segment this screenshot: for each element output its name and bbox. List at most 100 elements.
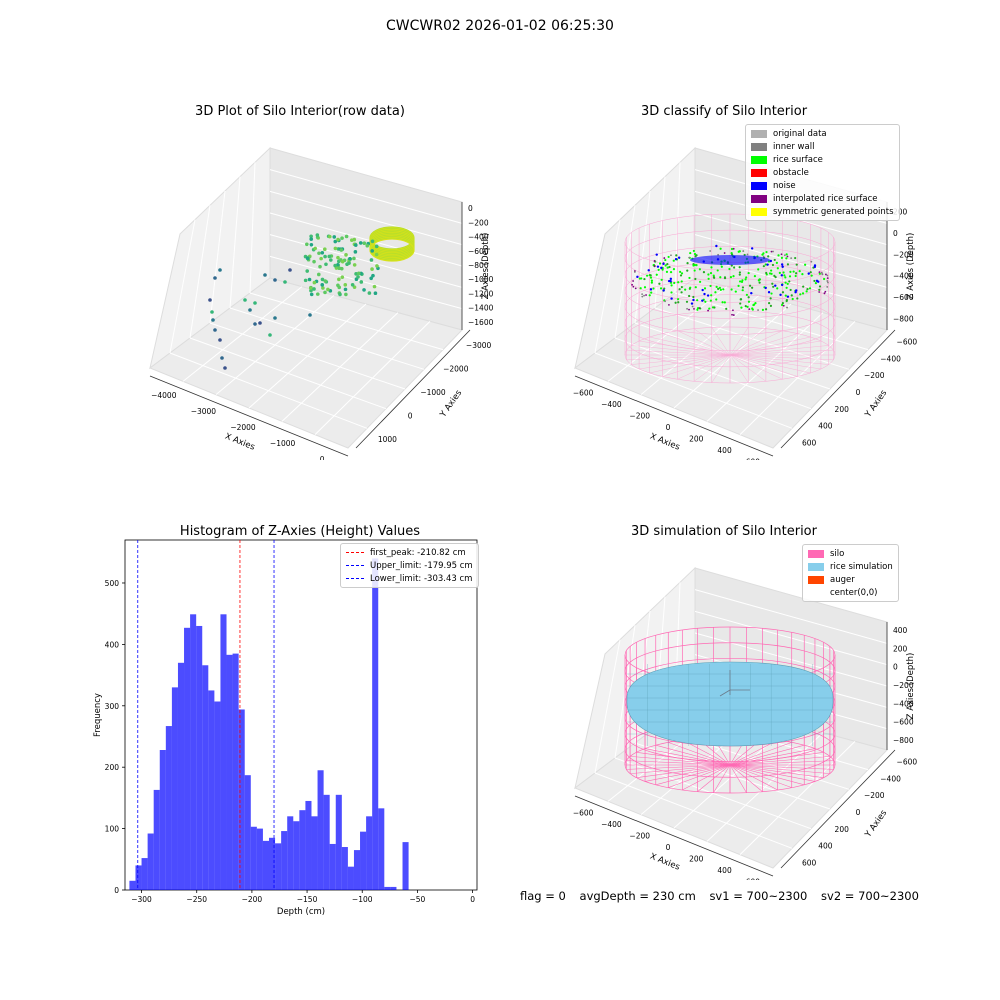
legend-swatch: [751, 194, 767, 203]
legend-swatch: [751, 142, 767, 151]
p4-z-tick: 200: [893, 644, 908, 653]
p4-x-tick: −200: [629, 832, 650, 841]
legend-swatch: [751, 129, 767, 138]
histogram-bar: [287, 816, 294, 890]
p1-x-tick: −1000: [270, 439, 296, 448]
histogram-legend: first_peak: -210.82 cm Upper_limit: -179.…: [340, 543, 479, 588]
p1-y-tick: 1000: [378, 435, 397, 444]
p2-y-tick: 200: [835, 405, 850, 414]
raw-data-3d-plot[interactable]: −4000−3000−2000−1000010000−1000−2000−300…: [130, 130, 500, 460]
histogram-bar: [402, 842, 409, 890]
histogram-bar: [244, 775, 251, 890]
p4-y-tick: −200: [864, 791, 885, 800]
x-tick-label: 0: [470, 895, 475, 904]
p1-z-tick: −1600: [468, 318, 494, 327]
p4-x-tick: 400: [717, 866, 732, 875]
histogram-bar: [238, 709, 245, 890]
histogram-bar: [159, 750, 166, 890]
p1-x-tick: −2000: [230, 423, 256, 432]
simulation-3d-plot[interactable]: −600−400−20002004006006004002000−200−400…: [555, 550, 925, 880]
p2-x-tick: −200: [629, 412, 650, 421]
histogram-bar: [329, 843, 336, 890]
histogram-bar: [390, 886, 397, 890]
legend-label: original data: [773, 128, 827, 139]
p2-z-tick: −600: [893, 293, 914, 302]
p2-z-tick: −200: [893, 250, 914, 259]
histogram-bar: [171, 687, 178, 890]
legend-line: [346, 552, 364, 553]
y-tick-label: 300: [105, 702, 120, 711]
histogram-bar: [165, 726, 172, 890]
simulation-legend-entry: auger: [808, 573, 893, 586]
legend-swatch: [751, 168, 767, 177]
y-tick-label: 100: [105, 825, 120, 834]
legend-swatch: [751, 181, 767, 190]
p4-zlabel: Z Axies (Depth): [906, 653, 916, 720]
histogram-bar: [293, 821, 300, 890]
p4-z-tick: −800: [893, 736, 914, 745]
p4-z-tick: −200: [893, 681, 914, 690]
legend-label: center(0,0): [830, 587, 878, 598]
histogram-bar: [311, 816, 318, 890]
p4-x-tick: 600: [746, 877, 761, 880]
histogram-bar: [341, 847, 348, 890]
x-tick-label: −50: [409, 895, 425, 904]
histogram-bar: [177, 662, 185, 890]
p2-z-tick: 0: [893, 229, 898, 238]
histogram-bar: [360, 831, 367, 890]
histogram-bar: [196, 625, 203, 890]
x-tick-label: −150: [297, 895, 318, 904]
p2-x-tick: 400: [717, 446, 732, 455]
legend-label: Lower_limit: -303.43 cm: [370, 573, 473, 584]
p4-y-tick: 400: [818, 842, 833, 851]
p2-z-tick: −400: [893, 272, 914, 281]
histogram-bar: [208, 690, 215, 890]
legend-label: auger: [830, 574, 855, 585]
p2-y-tick: −400: [880, 354, 901, 363]
depth-histogram[interactable]: −300 −250 −200 −150 −100 −50 0 0 100 200 300 400 500…: [80, 530, 500, 920]
p4-x-tick: 0: [666, 843, 671, 852]
histogram-bar: [378, 808, 385, 890]
histogram-bar: [366, 816, 373, 890]
p2-x-tick: −400: [601, 400, 622, 409]
legend-line: [346, 578, 364, 579]
y-tick-label: 500: [105, 579, 120, 588]
legend-swatch: [808, 575, 824, 584]
p2-z-tick: 200: [893, 208, 908, 217]
histogram-bar: [226, 654, 233, 890]
histogram-bar: [153, 789, 160, 890]
p4-y-tick: 200: [835, 825, 850, 834]
p2-x-tick: −600: [573, 389, 594, 398]
p4-z-tick: −400: [893, 699, 914, 708]
p4-x-tick: −400: [601, 820, 622, 829]
histogram-bar: [135, 865, 142, 890]
histogram-bar: [275, 843, 282, 890]
p1-zlabel: Z Axies (Depth): [481, 233, 491, 300]
simulation-legend-entry: rice simulation: [808, 560, 893, 573]
legend-label: obstacle: [773, 167, 809, 178]
p4-z-tick: 0: [893, 663, 898, 672]
p1-z-tick: −1400: [468, 304, 494, 313]
histogram-bar: [256, 828, 263, 890]
p1-z-tick: −1000: [468, 275, 494, 284]
p1-z-tick: −400: [468, 233, 489, 242]
histogram-bar: [372, 558, 379, 890]
histogram-bar: [323, 794, 330, 890]
p4-x-tick: −600: [573, 809, 594, 818]
p4-z-tick: −600: [893, 718, 914, 727]
p1-x-tick: −3000: [191, 407, 217, 416]
legend-label: first_peak: -210.82 cm: [370, 547, 466, 558]
panel1-title: 3D Plot of Silo Interior(row data): [195, 104, 405, 119]
p2-xlabel: X Axies: [648, 432, 681, 453]
histogram-bar: [202, 665, 209, 890]
p1-z-tick: −600: [468, 247, 489, 256]
p4-xlabel: X Axies: [648, 852, 681, 873]
histogram-bar: [232, 653, 239, 890]
legend-label: rice surface: [773, 154, 823, 165]
histogram-bar: [281, 831, 288, 890]
p4-y-tick: 0: [856, 808, 861, 817]
histogram-bar: [141, 858, 148, 890]
p4-x-tick: 200: [689, 854, 704, 863]
classify-3d-plot[interactable]: −600−400−20002004006006004002000−200−400…: [555, 130, 925, 460]
p1-xlabel: X Axies: [223, 432, 256, 453]
